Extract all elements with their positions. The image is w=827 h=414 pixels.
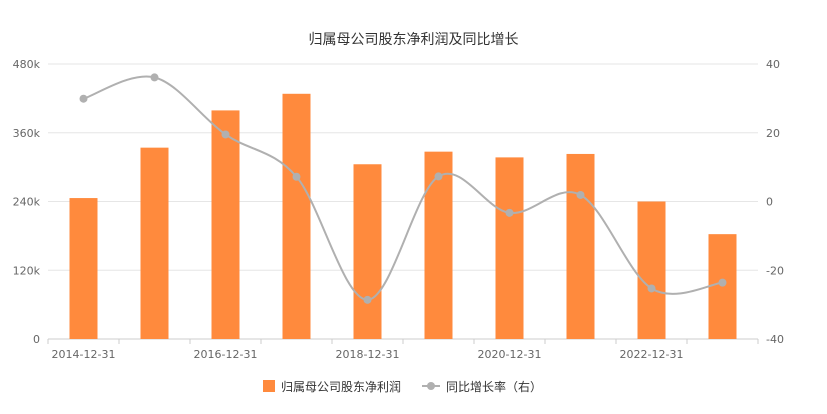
line-point — [292, 172, 301, 181]
y-right-tick-label: 20 — [766, 127, 780, 140]
bar — [637, 201, 666, 339]
legend-line-marker — [427, 382, 435, 390]
y-left-tick-label: 240k — [13, 196, 41, 209]
axes: 0 120k 240k 360k 480k -40 -20 0 20 40 2014-12-31 20… — [13, 58, 784, 361]
bar — [566, 153, 595, 339]
line-point — [150, 73, 159, 82]
y-left-tick-label: 120k — [13, 264, 41, 277]
y-left-tick-label: 360k — [13, 127, 41, 140]
legend: 归属母公司股东净利润 同比增长率（右） — [263, 379, 542, 394]
line-point — [505, 208, 514, 217]
bar-series — [69, 93, 737, 340]
bar — [424, 151, 453, 339]
bar — [69, 198, 98, 339]
bar — [140, 147, 169, 339]
chart-title: 归属母公司股东净利润及同比增长 — [309, 31, 519, 48]
line-point — [363, 295, 372, 304]
x-tick-label: 2014-12-31 — [52, 348, 116, 361]
bar — [211, 110, 240, 339]
x-tick-label: 2016-12-31 — [194, 348, 258, 361]
legend-bar-swatch — [263, 380, 275, 392]
x-tick-label: 2022-12-31 — [620, 348, 684, 361]
legend-line-label: 同比增长率（右） — [446, 379, 542, 394]
line-point — [647, 284, 656, 293]
y-right-tick-label: -20 — [766, 264, 784, 277]
line-point — [576, 190, 585, 199]
line-point — [718, 278, 727, 287]
line-point — [221, 130, 230, 139]
y-right-tick-label: 40 — [766, 58, 780, 71]
bar — [495, 157, 524, 339]
bar — [353, 164, 382, 339]
y-right-tick-label: -40 — [766, 333, 784, 346]
line-point — [434, 172, 443, 181]
line-series — [79, 73, 727, 304]
x-tick-label: 2020-12-31 — [478, 348, 542, 361]
line-point — [79, 94, 88, 103]
bar — [282, 93, 311, 340]
x-tick-label: 2018-12-31 — [336, 348, 400, 361]
y-left-tick-label: 0 — [33, 333, 40, 346]
y-right-tick-label: 0 — [766, 196, 773, 209]
growth-line — [83, 75, 723, 301]
legend-bar-label: 归属母公司股东净利润 — [281, 380, 401, 394]
y-left-tick-label: 480k — [13, 58, 41, 71]
